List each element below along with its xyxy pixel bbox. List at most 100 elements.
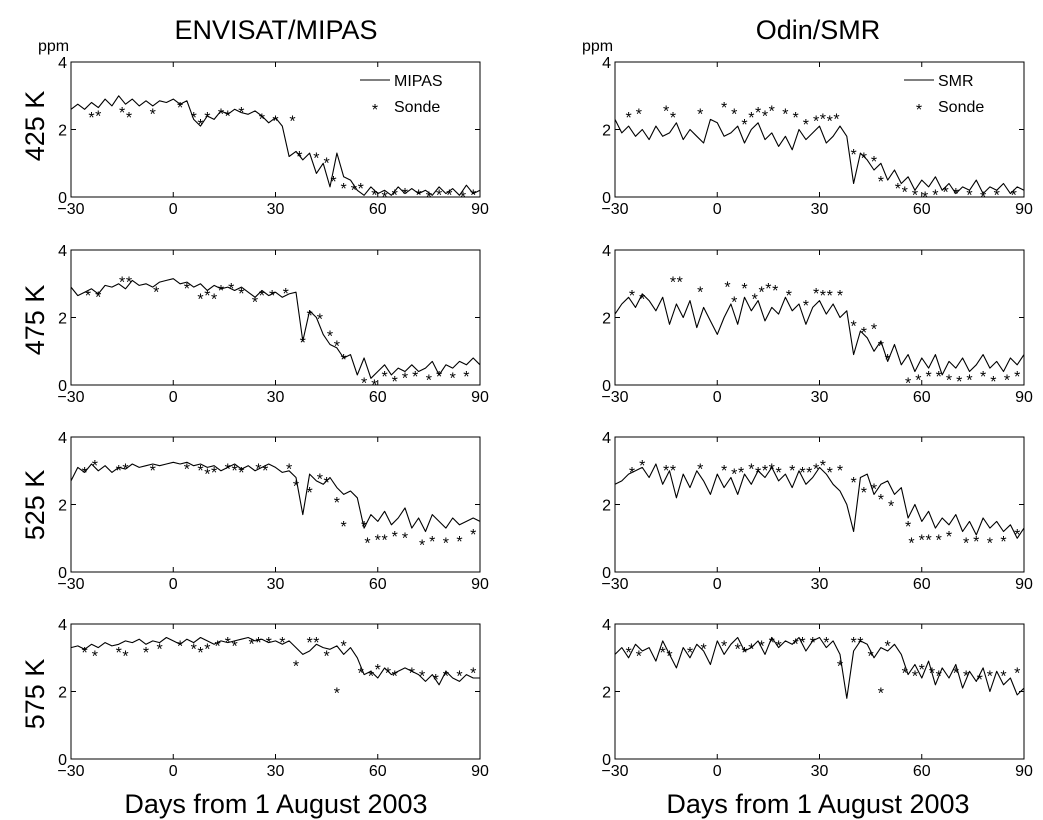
sonde-point: * xyxy=(272,113,278,130)
sonde-point: * xyxy=(385,665,391,682)
x-tick-label: 60 xyxy=(369,201,387,218)
plot-area xyxy=(70,61,481,198)
sonde-point: * xyxy=(119,274,125,291)
sonde-markers: ******************************** xyxy=(82,458,477,554)
sonde-point: * xyxy=(82,645,88,662)
sonde-markers: ******************************** xyxy=(85,274,470,394)
sonde-point: * xyxy=(306,485,312,502)
x-axis-label-mipas: Days from 1 August 2003 xyxy=(124,789,427,819)
sonde-point: * xyxy=(765,281,771,298)
sonde-point: * xyxy=(925,369,931,386)
sonde-point: * xyxy=(317,312,323,329)
x-tick-label: 90 xyxy=(1015,201,1033,218)
sonde-point: * xyxy=(317,472,323,489)
x-tick-label: 0 xyxy=(713,763,722,780)
sonde-point: * xyxy=(827,465,833,482)
x-tick-label: 90 xyxy=(471,389,489,406)
sonde-point: * xyxy=(255,635,261,652)
sonde-point: * xyxy=(341,519,347,536)
sonde-point: * xyxy=(82,465,88,482)
sonde-point: * xyxy=(803,298,809,315)
series-line xyxy=(614,463,1025,539)
sonde-point: * xyxy=(697,461,703,478)
sonde-point: * xyxy=(799,635,805,652)
sonde-point: * xyxy=(775,638,781,655)
x-tick-label: 0 xyxy=(713,201,722,218)
sonde-point: * xyxy=(912,669,918,686)
sonde-point: * xyxy=(279,635,285,652)
sonde-point: * xyxy=(446,188,452,205)
y-tick-label: 2 xyxy=(58,685,67,702)
sonde-point: * xyxy=(861,151,867,168)
row-label-425: 425 K xyxy=(20,91,50,162)
sonde-point: * xyxy=(460,189,466,206)
sonde-point: * xyxy=(758,285,764,302)
sonde-point: * xyxy=(915,372,921,389)
sonde-point: * xyxy=(470,665,476,682)
sonde-point: * xyxy=(769,635,775,652)
sonde-point: * xyxy=(813,286,819,303)
sonde-point: * xyxy=(371,188,377,205)
y-tick-label: 4 xyxy=(58,55,67,72)
sonde-point: * xyxy=(197,463,203,480)
sonde-point: * xyxy=(850,475,856,492)
sonde-point: * xyxy=(799,465,805,482)
sonde-point: * xyxy=(626,645,632,662)
sonde-point: * xyxy=(293,478,299,495)
sonde-point: * xyxy=(358,665,364,682)
sonde-point: * xyxy=(895,181,901,198)
plot-area xyxy=(614,623,1025,760)
sonde-point: * xyxy=(150,107,156,124)
sonde-point: * xyxy=(283,286,289,303)
sonde-point: * xyxy=(85,288,91,305)
sonde-point: * xyxy=(639,291,645,308)
sonde-point: * xyxy=(126,274,132,291)
series-line xyxy=(614,293,1025,376)
sonde-point: * xyxy=(375,532,381,549)
sonde-point: * xyxy=(412,369,418,386)
sonde-point: * xyxy=(966,372,972,389)
y-tick-label: 4 xyxy=(602,430,611,447)
sonde-point: * xyxy=(697,107,703,124)
sonde-point: * xyxy=(225,108,231,125)
sonde-markers: ********************************** xyxy=(629,274,1020,392)
sonde-point: * xyxy=(1014,369,1020,386)
sonde-point: * xyxy=(409,665,415,682)
sonde-point: * xyxy=(293,659,299,676)
sonde-point: * xyxy=(820,458,826,475)
unit-label-mipas: ppm xyxy=(38,38,69,55)
y-tick-label: 4 xyxy=(58,243,67,260)
x-tick-label: 60 xyxy=(369,389,387,406)
x-tick-label: 0 xyxy=(713,389,722,406)
sonde-point: * xyxy=(697,285,703,302)
sonde-point: * xyxy=(677,274,683,291)
sonde-point: * xyxy=(392,529,398,546)
sonde-point: * xyxy=(878,174,884,191)
sonde-point: * xyxy=(973,534,979,551)
sonde-point: * xyxy=(392,188,398,205)
x-tick-label: 30 xyxy=(267,389,285,406)
x-tick-label: −30 xyxy=(57,763,84,780)
y-tick-label: 2 xyxy=(602,123,611,140)
plot-area xyxy=(614,436,1025,573)
x-tick-label: 60 xyxy=(369,763,387,780)
sonde-point: * xyxy=(820,112,826,129)
sonde-point: * xyxy=(191,642,197,659)
sonde-point: * xyxy=(313,151,319,168)
sonde-point: * xyxy=(218,283,224,300)
legend-marker-label: Sonde xyxy=(394,99,440,116)
legend: SMR * Sonde xyxy=(904,73,984,119)
x-tick-label: 0 xyxy=(169,389,178,406)
sonde-point: * xyxy=(211,291,217,308)
legend-line-label: MIPAS xyxy=(394,73,443,90)
x-tick-label: 60 xyxy=(369,576,387,593)
sonde-point: * xyxy=(313,635,319,652)
column-title-smr: Odin/SMR xyxy=(756,15,881,45)
sonde-point: * xyxy=(334,339,340,356)
sonde-point: * xyxy=(116,463,122,480)
x-tick-label: 90 xyxy=(1015,576,1033,593)
